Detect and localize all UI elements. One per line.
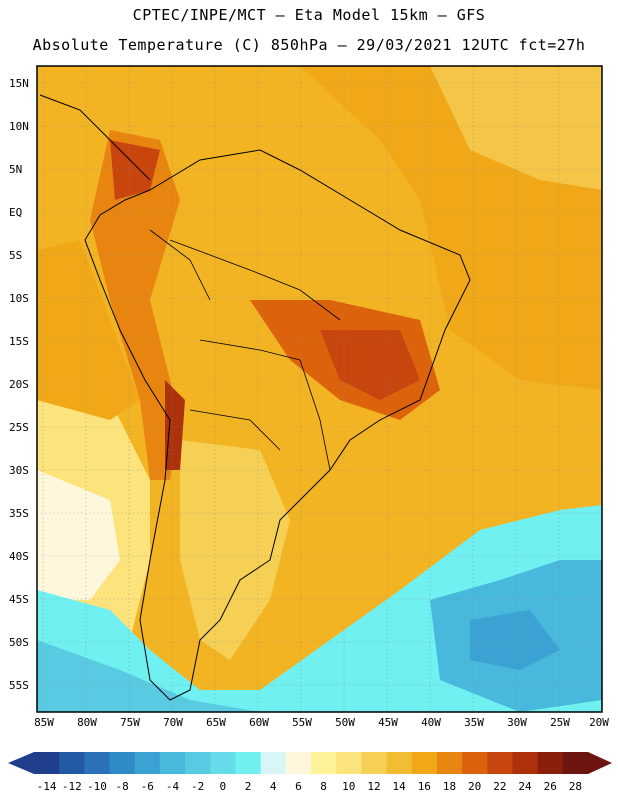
field-andes <box>90 130 180 480</box>
chart-subtitle: Absolute Temperature (C) 850hPa — 29/03/… <box>32 36 586 54</box>
lat-label: 5N <box>9 163 23 176</box>
colorbar-cell <box>436 752 463 774</box>
colorbar-cell <box>562 752 589 774</box>
colorbar-tick-label: 14 <box>392 780 406 793</box>
lon-label: 65W <box>206 716 226 729</box>
lat-label: 10N <box>9 120 29 133</box>
colorbar-cell <box>537 752 564 774</box>
colorbar-under-arrow <box>8 752 34 774</box>
field-andes-core <box>165 380 185 470</box>
colorbar-cell <box>59 752 85 774</box>
colorbar-cell <box>386 752 413 774</box>
lat-label: 10S <box>9 292 29 305</box>
colorbar-cell <box>159 752 186 774</box>
field-pacific-pale <box>37 470 120 600</box>
colorbar-cell <box>487 752 513 774</box>
colorbar-tick-label: -2 <box>191 780 205 793</box>
colorbar-cell <box>462 752 488 774</box>
central-america-coastline <box>39 94 151 181</box>
lat-label: 25S <box>9 421 29 434</box>
colorbar-cell <box>109 752 136 774</box>
colorbar-cell <box>34 752 60 774</box>
lat-label: 15N <box>9 77 29 90</box>
colorbar-tick-label: -12 <box>61 780 82 793</box>
lon-label: 85W <box>34 716 54 729</box>
colorbar-tick-label: -4 <box>165 780 180 793</box>
field-brazil-core <box>320 330 420 400</box>
colorbar-cell <box>210 752 236 774</box>
field-argentina <box>180 440 290 660</box>
colorbar-cell <box>185 752 211 774</box>
field-cold-core <box>470 610 560 670</box>
field-southern-cold <box>37 640 260 712</box>
lat-label: 45S <box>9 593 29 606</box>
country-borders <box>149 229 341 471</box>
colorbar-tick-label: 20 <box>468 780 482 793</box>
colorbar-tick-label: 2 <box>244 780 252 793</box>
lat-label: 5S <box>9 249 23 262</box>
south-america-coastline <box>84 149 471 701</box>
colorbar-tick-label: 8 <box>320 780 327 793</box>
lon-label: 25W <box>550 716 570 729</box>
colorbar-cell <box>84 752 111 774</box>
lon-label: 30W <box>507 716 527 729</box>
field-peru-coast <box>37 240 140 420</box>
colorbar-cell <box>336 752 362 774</box>
lat-label: 20S <box>9 378 29 391</box>
lon-label: 70W <box>163 716 183 729</box>
colorbar-cell <box>260 752 287 774</box>
lon-label: 50W <box>335 716 355 729</box>
lat-label: 50S <box>9 636 29 649</box>
colorbar-tick-label: 24 <box>518 780 532 793</box>
colorbar-cell <box>512 752 539 774</box>
field-colombia <box>110 140 160 200</box>
chart-title: CPTEC/INPE/MCT — Eta Model 15km — GFS <box>132 6 486 24</box>
colorbar-cell <box>285 752 312 774</box>
colorbar-over-arrow <box>588 752 612 774</box>
map-frame <box>36 65 603 713</box>
colorbar-tick-label: -6 <box>140 780 154 793</box>
colorbar-tick-label: 6 <box>295 780 302 793</box>
colorbar-tick-label: -8 <box>115 780 129 793</box>
lat-label: 30S <box>9 464 29 477</box>
colorbar-tick-label: 4 <box>269 780 277 793</box>
lon-label: 55W <box>292 716 312 729</box>
lat-label: 55S <box>9 679 29 692</box>
lon-label: 80W <box>77 716 97 729</box>
lat-label: 15S <box>9 335 29 348</box>
colorbar-cell <box>235 752 262 774</box>
colorbar-tick-label: 10 <box>342 780 356 793</box>
lon-label: 45W <box>378 716 398 729</box>
colorbar-cell <box>411 752 438 774</box>
colorbar-cell <box>361 752 388 774</box>
lon-label: 20W <box>589 716 609 729</box>
colorbar-cell <box>311 752 337 774</box>
colorbar-tick-label: 26 <box>543 780 557 793</box>
colorbar-tick-label: 0 <box>219 780 227 793</box>
colorbar-tick-label: 12 <box>367 780 381 793</box>
colorbar-tick-label: -14 <box>36 780 57 793</box>
lon-label: 40W <box>421 716 441 729</box>
colorbar-tick-label: 16 <box>417 780 431 793</box>
colorbar-tick-label: 28 <box>568 780 583 793</box>
colorbar <box>8 752 612 774</box>
lat-label: EQ <box>9 206 23 219</box>
lon-label: 75W <box>120 716 140 729</box>
lat-label: 35S <box>9 507 29 520</box>
colorbar-tick-label: 22 <box>493 780 507 793</box>
colorbar-tick-label: 18 <box>442 780 457 793</box>
colorbar-tick-label: -10 <box>87 780 107 793</box>
lat-label: 40S <box>9 550 29 563</box>
colorbar-cell <box>134 752 161 774</box>
lon-label: 35W <box>464 716 484 729</box>
lon-label: 60W <box>249 716 269 729</box>
